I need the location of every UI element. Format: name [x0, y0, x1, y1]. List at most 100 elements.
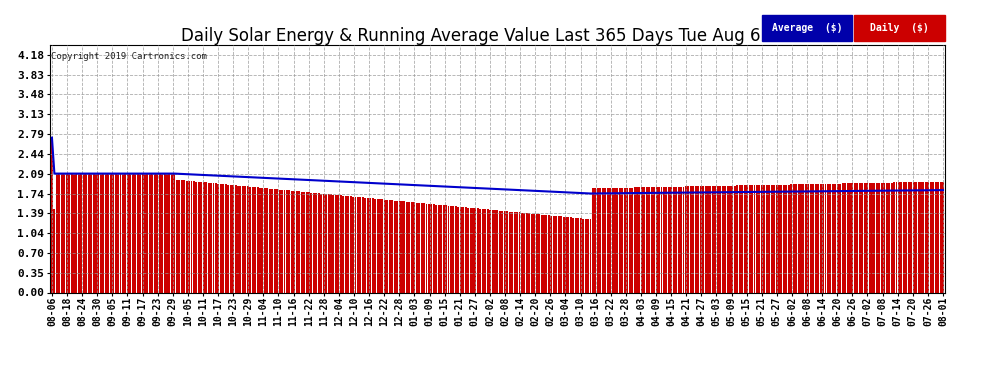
Bar — [536, 214, 538, 292]
Bar — [107, 174, 109, 292]
Bar — [112, 174, 114, 292]
Bar — [817, 184, 819, 292]
Bar — [183, 180, 185, 292]
Bar — [181, 180, 183, 292]
Bar — [742, 185, 743, 292]
Bar — [783, 184, 785, 292]
Bar — [557, 216, 559, 292]
Bar — [203, 182, 205, 292]
Bar — [918, 182, 920, 292]
Bar — [697, 186, 699, 292]
Bar — [446, 206, 447, 292]
Bar — [80, 174, 82, 292]
Bar — [384, 200, 386, 292]
Bar — [225, 184, 227, 292]
Bar — [431, 204, 433, 292]
Bar — [411, 202, 413, 292]
Bar — [729, 186, 731, 292]
Bar — [511, 212, 513, 292]
Bar — [166, 174, 168, 292]
Bar — [499, 211, 501, 292]
Bar — [389, 200, 391, 292]
Bar — [910, 182, 912, 292]
Bar — [692, 186, 694, 292]
Bar — [942, 182, 944, 292]
Bar — [663, 187, 665, 292]
Bar — [624, 188, 626, 292]
Bar — [122, 174, 124, 292]
Bar — [335, 195, 337, 292]
Bar — [333, 195, 335, 292]
Bar — [464, 207, 466, 292]
Bar — [489, 210, 491, 292]
Bar — [938, 182, 940, 292]
Bar — [237, 186, 239, 292]
Bar — [404, 201, 406, 292]
Bar — [296, 191, 298, 292]
Bar — [58, 174, 60, 292]
Bar — [539, 214, 541, 292]
Bar — [587, 219, 589, 292]
Bar — [565, 217, 567, 292]
Bar — [905, 182, 907, 292]
Bar — [308, 192, 310, 292]
Bar — [627, 188, 629, 292]
Bar — [933, 182, 935, 292]
Bar — [406, 202, 408, 292]
Bar — [386, 200, 388, 292]
Bar — [570, 217, 572, 292]
Bar — [634, 188, 636, 292]
Bar — [930, 182, 932, 292]
Bar — [585, 219, 587, 292]
Bar — [822, 184, 824, 292]
Bar — [286, 190, 288, 292]
Title: Daily Solar Energy & Running Average Value Last 365 Days Tue Aug 6 20:02: Daily Solar Energy & Running Average Val… — [181, 27, 814, 45]
Bar — [504, 211, 506, 292]
Bar — [820, 184, 822, 292]
Bar — [582, 219, 584, 292]
Bar — [751, 185, 753, 292]
Bar — [357, 197, 359, 292]
Bar — [739, 186, 741, 292]
Bar — [438, 205, 440, 292]
Bar — [245, 186, 247, 292]
Bar — [423, 203, 425, 292]
Bar — [469, 208, 471, 292]
Bar — [908, 182, 910, 292]
Bar — [95, 174, 97, 292]
Bar — [266, 188, 268, 292]
Bar — [188, 181, 190, 292]
Bar — [881, 183, 883, 292]
Bar — [866, 183, 868, 292]
Bar — [328, 194, 330, 292]
Bar — [901, 182, 902, 292]
Bar — [139, 174, 141, 292]
Bar — [472, 208, 474, 292]
Bar — [454, 206, 456, 292]
Bar — [712, 186, 714, 292]
Bar — [306, 192, 308, 292]
Bar — [168, 174, 170, 292]
Bar — [602, 188, 604, 292]
Bar — [173, 174, 175, 292]
Bar — [313, 193, 315, 292]
Bar — [477, 209, 479, 292]
Bar — [592, 188, 594, 292]
Bar — [256, 188, 258, 292]
Bar — [482, 209, 484, 292]
FancyBboxPatch shape — [853, 15, 945, 41]
Bar — [788, 184, 790, 292]
Bar — [732, 186, 734, 292]
Bar — [773, 185, 775, 292]
Bar — [413, 202, 415, 292]
Bar — [622, 188, 624, 292]
Bar — [75, 174, 77, 292]
Bar — [514, 212, 516, 292]
FancyBboxPatch shape — [762, 15, 852, 41]
Bar — [428, 204, 430, 292]
Bar — [893, 183, 895, 292]
Bar — [345, 196, 346, 292]
Bar — [609, 188, 611, 292]
Bar — [376, 199, 378, 292]
Bar — [161, 174, 163, 292]
